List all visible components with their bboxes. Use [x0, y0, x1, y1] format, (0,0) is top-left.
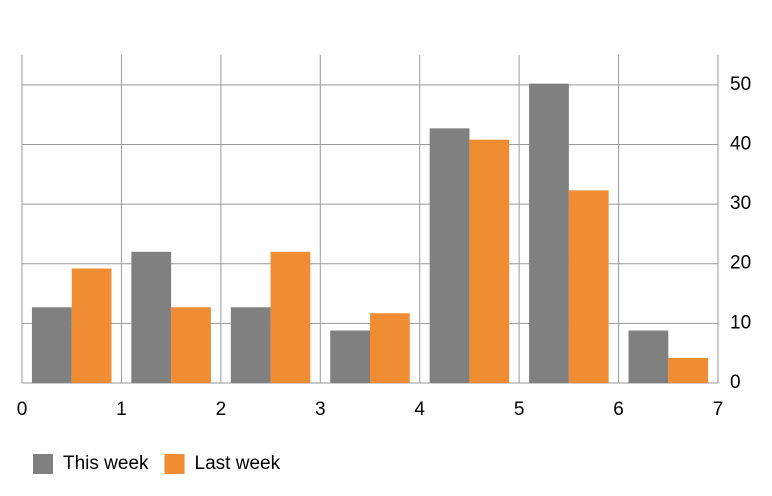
y-tick-label: 30: [730, 193, 751, 214]
y-tick-label: 20: [730, 253, 751, 274]
bar: [429, 128, 470, 383]
bar: [71, 268, 112, 383]
bar: [171, 307, 211, 383]
bar: [370, 313, 410, 383]
bar: [270, 251, 311, 383]
bar: [568, 190, 609, 383]
legend-label: This week: [63, 453, 149, 474]
x-tick-label: 1: [116, 399, 127, 420]
y-tick-label: 50: [730, 74, 751, 95]
x-tick-label: 4: [414, 399, 425, 420]
bar: [230, 307, 271, 383]
legend-label: Last week: [195, 453, 281, 474]
x-tick-label: 6: [613, 399, 624, 420]
x-tick-label: 2: [216, 399, 227, 420]
x-tick-label: 0: [17, 399, 28, 420]
x-tick-label: 3: [315, 399, 326, 420]
x-tick-label: 5: [514, 399, 525, 420]
x-tick-label: 7: [713, 399, 724, 420]
legend-swatch: [33, 454, 53, 474]
bar: [668, 357, 709, 383]
bar: [628, 330, 669, 383]
bar: [529, 83, 569, 383]
legend-swatch: [164, 454, 185, 474]
y-tick-label: 10: [730, 312, 751, 333]
bar: [330, 330, 370, 383]
y-tick-label: 40: [730, 133, 751, 154]
bar: [469, 139, 510, 383]
y-tick-label: 0: [730, 372, 741, 393]
bar: [131, 251, 172, 383]
bar: [31, 307, 72, 383]
